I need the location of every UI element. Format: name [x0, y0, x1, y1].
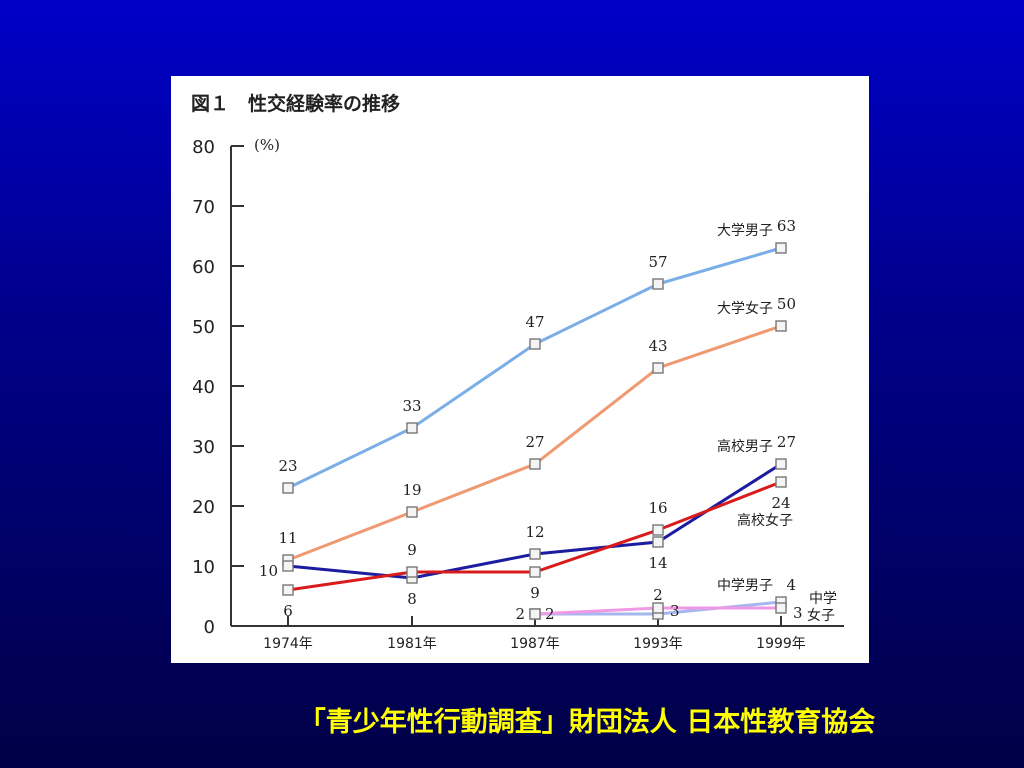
value-label: 6: [283, 602, 293, 620]
value-label: 2: [653, 586, 663, 604]
series-name-label: 大学男子: [717, 223, 773, 239]
value-label: 63: [777, 217, 796, 235]
source-caption: 「青少年性行動調査」財団法人 日本性教育協会: [298, 707, 876, 738]
data-point: [775, 602, 787, 614]
value-label: 10: [259, 562, 278, 580]
value-label: 8: [407, 590, 417, 608]
y-tick-label: 50: [192, 317, 215, 338]
value-label: 2: [515, 605, 525, 623]
value-label: 43: [648, 337, 667, 355]
value-label: 27: [525, 433, 544, 451]
data-point: [775, 458, 787, 470]
value-label: 9: [407, 541, 417, 559]
data-point: [406, 422, 418, 434]
value-label: 4: [786, 576, 796, 594]
value-label: 3: [793, 604, 803, 622]
line-chart: 図１ 性交経験率の推移 (%) 0 10 20 30 40 50 60 70 80 1974年 19…: [191, 92, 844, 652]
data-point: [652, 524, 664, 536]
series-name-label: 中学女子: [807, 591, 837, 624]
y-tick-label: 70: [192, 197, 215, 218]
y-tick-label: 60: [192, 257, 215, 278]
data-point: [652, 536, 664, 548]
value-label: 12: [525, 523, 544, 541]
y-tick-label: 80: [192, 137, 215, 158]
series-name-label: 高校女子: [737, 512, 793, 529]
data-point: [529, 338, 541, 350]
data-point: [652, 278, 664, 290]
data-point: [652, 602, 664, 614]
data-point: [775, 476, 787, 488]
value-label: 27: [777, 433, 796, 451]
value-label: 24: [771, 494, 790, 512]
value-label: 57: [648, 253, 667, 271]
series-line-2: [287, 462, 782, 580]
data-point: [282, 560, 294, 572]
y-tick-label: 10: [192, 557, 215, 578]
y-tick-label: 40: [192, 377, 215, 398]
x-tick-label: 1999年: [756, 636, 806, 652]
series-name-label: 高校男子: [717, 438, 773, 455]
data-point: [406, 566, 418, 578]
y-unit-label: (%): [254, 136, 280, 154]
data-point: [775, 242, 787, 254]
data-point: [529, 566, 541, 578]
data-point: [775, 320, 787, 332]
data-point: [282, 482, 294, 494]
value-label: 23: [278, 457, 297, 475]
value-label: 33: [402, 397, 421, 415]
value-label: 14: [648, 554, 667, 572]
value-label: 16: [648, 499, 667, 517]
data-point: [282, 584, 294, 596]
chart-title: 図１ 性交経験率の推移: [191, 92, 400, 115]
value-label: 2: [545, 605, 555, 623]
y-tick-label: 20: [192, 497, 215, 518]
data-point: [406, 506, 418, 518]
data-point: [529, 608, 541, 620]
y-tick-label: 30: [192, 437, 215, 458]
series-line-0: [287, 246, 782, 490]
x-tick-label: 1987年: [510, 636, 560, 652]
x-tick-label: 1974年: [263, 636, 313, 652]
data-point: [529, 458, 541, 470]
value-label: 50: [777, 295, 796, 313]
series-name-label: 中学男子: [717, 578, 773, 594]
data-point: [652, 362, 664, 374]
value-label: 11: [278, 529, 297, 547]
data-point: [529, 548, 541, 560]
chart-panel: 図１ 性交経験率の推移 (%) 0 10 20 30 40 50 60 70 80 1974年 19…: [171, 76, 869, 663]
value-label: 9: [530, 584, 540, 602]
x-tick-label: 1993年: [633, 636, 683, 652]
series-name-label: 大学女子: [717, 300, 773, 317]
value-label: 19: [402, 481, 421, 499]
value-label: 47: [525, 313, 544, 331]
x-tick-label: 1981年: [387, 636, 437, 652]
y-tick-label: 0: [204, 617, 215, 638]
value-label: 3: [670, 602, 680, 620]
